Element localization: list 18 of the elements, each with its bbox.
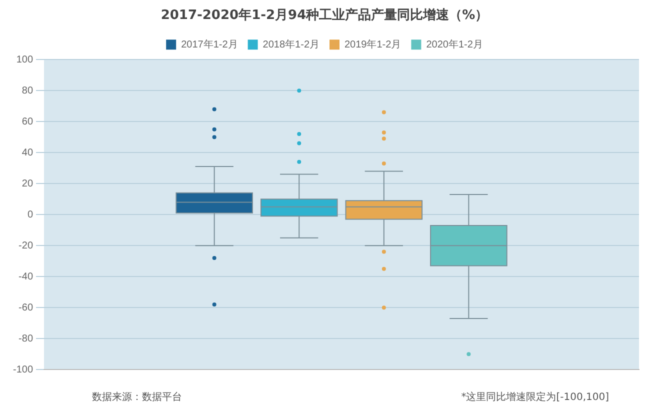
text: *这里同比增速限定为[-100,100]	[461, 390, 609, 404]
y-tick-label: -20	[18, 240, 34, 252]
y-tick-label: 20	[22, 178, 34, 190]
y-tick-label: 0	[27, 209, 34, 220]
legend-label: 2017年1-2月	[181, 38, 238, 50]
y-tick-label: 80	[22, 85, 34, 96]
legend-label: 2019年1-2月	[344, 38, 402, 50]
y-tick-label: -80	[18, 333, 34, 344]
y-tick-label: 60	[22, 116, 34, 128]
y-tick-label: 40	[22, 147, 34, 158]
legend-label: 2020年1-2月	[426, 38, 483, 50]
y-tick-label: -100	[13, 364, 34, 376]
legend-label: 2018年1-2月	[262, 38, 320, 50]
y-tick-label: -60	[18, 302, 34, 314]
chart-title: 2017-2020年1-2月94种工业产品产量同比增速（%）	[160, 7, 488, 24]
y-tick-label: -40	[18, 271, 34, 282]
source-note: 数据来源：数据平台	[92, 390, 182, 404]
y-tick-label: 100	[16, 54, 34, 66]
